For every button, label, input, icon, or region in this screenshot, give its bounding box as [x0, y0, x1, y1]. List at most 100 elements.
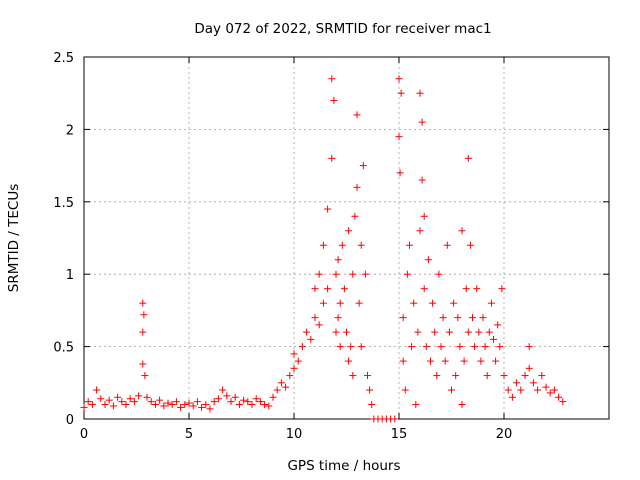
data-point — [93, 386, 101, 394]
data-point — [397, 89, 405, 97]
x-tick-label: 0 — [80, 427, 88, 442]
data-point — [261, 401, 269, 409]
x-axis-label: GPS time / hours — [287, 458, 400, 474]
data-point — [273, 386, 281, 394]
data-point — [454, 314, 462, 322]
data-point — [410, 299, 418, 307]
data-point — [343, 328, 350, 336]
data-point — [416, 227, 424, 235]
data-point — [114, 393, 122, 401]
data-point — [420, 212, 428, 220]
data-point — [496, 343, 504, 351]
data-point — [529, 379, 537, 387]
data-point — [406, 241, 413, 249]
data-point — [118, 398, 126, 406]
data-point — [485, 328, 493, 336]
data-point — [450, 299, 458, 307]
data-point — [481, 343, 489, 351]
data-point — [328, 154, 336, 162]
data-point — [214, 395, 222, 403]
data-point — [334, 256, 342, 264]
data-point — [324, 205, 332, 213]
data-point — [559, 398, 567, 406]
data-point — [439, 314, 447, 322]
data-point — [357, 343, 365, 351]
data-point — [431, 328, 439, 336]
data-point — [223, 392, 231, 400]
data-point — [475, 328, 483, 336]
data-point — [456, 343, 464, 351]
data-point — [399, 314, 407, 322]
data-point — [349, 270, 357, 278]
data-point — [366, 386, 374, 394]
data-point — [364, 372, 371, 380]
data-point — [235, 401, 243, 409]
data-point — [494, 321, 502, 329]
data-point — [414, 328, 422, 336]
data-point — [334, 314, 342, 322]
data-point — [359, 162, 367, 170]
data-point — [458, 401, 466, 409]
data-point — [84, 398, 92, 406]
data-point — [311, 285, 319, 293]
data-point — [492, 357, 500, 365]
data-point — [368, 401, 376, 409]
data-point — [256, 398, 264, 406]
data-point — [429, 299, 437, 307]
data-point — [88, 401, 96, 409]
data-point — [143, 393, 151, 401]
data-point — [437, 343, 445, 351]
data-point — [139, 328, 147, 336]
data-point — [193, 398, 201, 406]
data-point — [139, 360, 147, 368]
data-point — [269, 393, 277, 401]
data-point — [294, 357, 302, 365]
data-point — [422, 343, 430, 351]
data-point — [340, 285, 348, 293]
x-tick-label: 10 — [286, 427, 303, 442]
data-point — [141, 372, 149, 380]
data-point — [282, 383, 290, 391]
data-point — [140, 311, 148, 319]
data-point — [473, 285, 481, 293]
data-point — [231, 393, 239, 401]
data-point — [198, 403, 206, 411]
data-point — [464, 154, 472, 162]
y-tick-label: 0 — [66, 413, 74, 428]
data-point — [418, 118, 426, 126]
data-point — [490, 335, 497, 343]
data-point — [164, 399, 172, 407]
y-axis-label: SRMTID / TECUs — [6, 184, 22, 292]
data-point — [513, 379, 521, 387]
data-point — [319, 241, 327, 249]
data-point — [139, 299, 147, 307]
data-point — [168, 401, 176, 409]
data-point — [347, 343, 355, 351]
data-point — [122, 401, 130, 409]
data-point — [336, 343, 344, 351]
data-point — [332, 328, 340, 336]
data-point — [498, 285, 506, 293]
data-point — [508, 393, 516, 401]
data-point — [109, 402, 117, 410]
data-point — [534, 386, 542, 394]
data-point — [328, 75, 336, 83]
data-point — [416, 89, 424, 97]
data-point — [324, 285, 332, 293]
data-point — [458, 227, 466, 235]
data-point — [135, 392, 143, 400]
y-tick-label: 0.5 — [53, 341, 74, 356]
chart-title: Day 072 of 2022, SRMTID for receiver mac… — [194, 21, 491, 37]
data-point — [445, 328, 453, 336]
data-point — [355, 299, 363, 307]
data-point — [441, 357, 449, 365]
data-point — [290, 364, 298, 372]
y-tick-label: 1 — [66, 268, 74, 283]
data-point — [97, 395, 105, 403]
data-point — [147, 398, 155, 406]
data-point — [500, 372, 508, 380]
data-point — [517, 386, 525, 394]
data-point — [330, 96, 338, 104]
data-point — [265, 402, 273, 410]
